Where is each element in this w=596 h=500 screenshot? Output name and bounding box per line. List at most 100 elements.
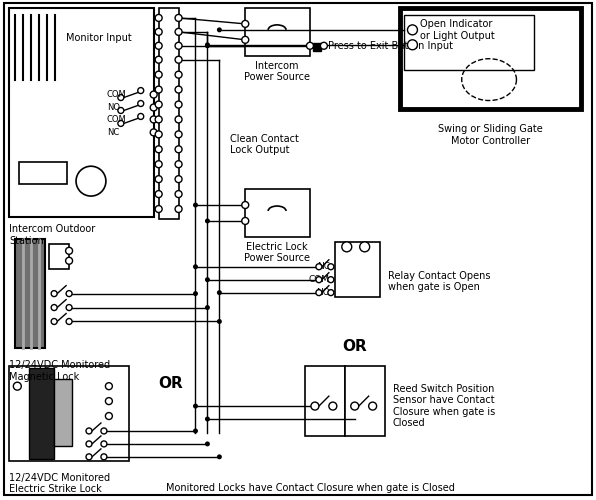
Text: NC: NC	[107, 128, 119, 137]
Circle shape	[242, 202, 249, 208]
Circle shape	[205, 442, 210, 446]
Circle shape	[369, 402, 377, 410]
Circle shape	[175, 14, 182, 21]
Text: NO: NO	[107, 103, 120, 112]
Text: Monitored Locks have Contact Closure when gate is Closed: Monitored Locks have Contact Closure whe…	[166, 482, 455, 492]
Circle shape	[118, 120, 124, 126]
Circle shape	[138, 88, 144, 94]
Text: OR: OR	[158, 376, 183, 390]
Circle shape	[155, 71, 162, 78]
Bar	[245, 8, 310, 56]
Circle shape	[105, 412, 113, 420]
Bar	[19, 162, 67, 184]
Circle shape	[155, 14, 162, 21]
Circle shape	[242, 20, 249, 28]
Text: NO: NO	[316, 288, 330, 297]
Circle shape	[217, 28, 222, 32]
Text: COM: COM	[107, 115, 127, 124]
Text: Intercom
Power Source: Intercom Power Source	[244, 60, 310, 82]
Text: NC: NC	[317, 262, 330, 271]
Circle shape	[150, 129, 157, 136]
Circle shape	[342, 242, 352, 252]
Circle shape	[175, 28, 182, 35]
Circle shape	[150, 104, 157, 111]
Circle shape	[175, 160, 182, 168]
Circle shape	[150, 91, 157, 98]
Text: COM: COM	[309, 275, 330, 284]
Bar	[305, 366, 344, 436]
Circle shape	[105, 398, 113, 404]
Circle shape	[306, 42, 313, 50]
Circle shape	[138, 100, 144, 106]
Circle shape	[66, 318, 72, 324]
Circle shape	[360, 242, 370, 252]
Circle shape	[175, 116, 182, 123]
Circle shape	[408, 25, 417, 35]
Circle shape	[155, 146, 162, 153]
Circle shape	[217, 454, 222, 460]
Circle shape	[351, 402, 359, 410]
Circle shape	[155, 28, 162, 35]
Bar	[54, 379, 72, 446]
Circle shape	[175, 146, 182, 153]
Circle shape	[175, 206, 182, 212]
Circle shape	[175, 101, 182, 108]
Circle shape	[193, 404, 198, 408]
Circle shape	[101, 441, 107, 447]
Circle shape	[51, 304, 57, 310]
Circle shape	[13, 382, 21, 390]
Circle shape	[66, 258, 73, 264]
Text: 12/24VDC Monitored
Electric Strike Lock: 12/24VDC Monitored Electric Strike Lock	[10, 473, 110, 494]
Text: OR: OR	[342, 339, 367, 354]
Circle shape	[175, 86, 182, 93]
Circle shape	[175, 176, 182, 182]
Circle shape	[205, 44, 210, 49]
Circle shape	[217, 319, 222, 324]
Circle shape	[217, 290, 222, 295]
Text: 12/24VDC Monitored
Magnetic Lock: 12/24VDC Monitored Magnetic Lock	[10, 360, 110, 382]
Circle shape	[66, 290, 72, 296]
Circle shape	[86, 428, 92, 434]
Text: COM: COM	[107, 90, 127, 99]
Text: Reed Switch Position
Sensor have Contact
Closure when gate is
Closed: Reed Switch Position Sensor have Contact…	[393, 384, 495, 428]
Bar	[335, 242, 380, 296]
Circle shape	[328, 290, 334, 296]
Circle shape	[155, 131, 162, 138]
Circle shape	[205, 218, 210, 224]
Bar	[159, 8, 179, 219]
Circle shape	[408, 40, 417, 50]
Text: Swing or Sliding Gate
Motor Controller: Swing or Sliding Gate Motor Controller	[437, 124, 542, 146]
Circle shape	[155, 176, 162, 182]
Bar	[29, 368, 54, 459]
Circle shape	[118, 108, 124, 114]
Text: Intercom Outdoor
Station: Intercom Outdoor Station	[10, 224, 95, 246]
Text: Open Indicator
or Light Output: Open Indicator or Light Output	[420, 19, 495, 40]
Circle shape	[193, 264, 198, 269]
Circle shape	[101, 428, 107, 434]
Bar	[15, 239, 45, 348]
Circle shape	[76, 166, 106, 196]
Circle shape	[205, 42, 210, 48]
Text: Press to Exit Button Input: Press to Exit Button Input	[328, 41, 453, 51]
Circle shape	[101, 454, 107, 460]
Circle shape	[138, 114, 144, 119]
Bar	[405, 15, 534, 70]
Circle shape	[329, 402, 337, 410]
Circle shape	[193, 291, 198, 296]
Text: Electric Lock
Power Source: Electric Lock Power Source	[244, 242, 310, 264]
Circle shape	[155, 160, 162, 168]
Circle shape	[175, 71, 182, 78]
Bar	[245, 189, 310, 237]
Circle shape	[242, 218, 249, 224]
Circle shape	[328, 276, 334, 282]
Circle shape	[316, 264, 322, 270]
Circle shape	[175, 131, 182, 138]
Bar	[49, 244, 69, 268]
Circle shape	[118, 94, 124, 100]
Circle shape	[175, 190, 182, 198]
Circle shape	[51, 318, 57, 324]
Bar	[344, 366, 384, 436]
Circle shape	[193, 202, 198, 207]
Circle shape	[311, 402, 319, 410]
Circle shape	[66, 248, 73, 254]
